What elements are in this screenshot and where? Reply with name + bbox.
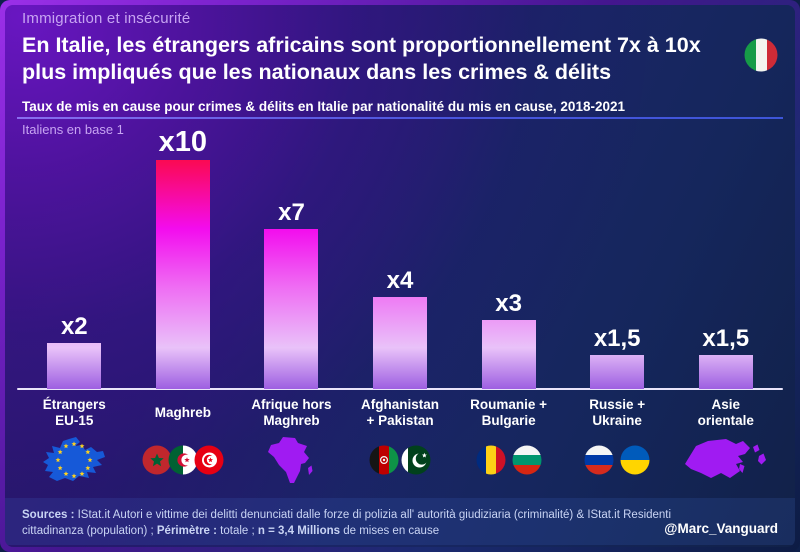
romania-bulgaria-flags-icon <box>476 445 542 480</box>
bar-value-label: x1,5 <box>702 325 750 352</box>
category-labels-row: Étrangers EU-15 Maghreb Afrique hors Maghreb… <box>20 394 780 432</box>
bar-chart: x2 x10 x7 x4 x3 x1,5 x1,5 Étrangers EU-15 Maghre… <box>17 125 783 489</box>
sources-bold-segment: Sources : <box>22 509 78 521</box>
africa-map-icon <box>267 435 315 490</box>
sources-text: Sources : IStat.it Autori e vittime dei … <box>22 507 712 539</box>
category-icon-slot <box>237 435 346 489</box>
sources-segment: de mises en cause <box>340 525 440 537</box>
bar <box>698 355 753 389</box>
category-label: Afrique hors Maghreb <box>251 397 332 428</box>
italy-flag-icon <box>744 38 778 72</box>
bar <box>590 355 645 389</box>
bar-column: x2 <box>20 125 129 389</box>
category-icon-slot <box>563 435 672 489</box>
title-line-1: En Italie, les étrangers africains sont … <box>22 33 701 57</box>
category-label: Asie orientale <box>697 397 754 428</box>
sources-bold-segment: n = 3,4 Millions <box>257 525 341 537</box>
author-credit: @Marc_Vanguard <box>664 521 778 536</box>
x-axis-line <box>17 388 783 390</box>
sources-segment: totale ; <box>220 525 258 537</box>
plot-area: x2 x10 x7 x4 x3 x1,5 x1,5 <box>17 125 783 390</box>
category-icon-slot <box>454 435 563 489</box>
maghreb-flags-icon <box>142 445 224 480</box>
category-label: Maghreb <box>154 405 211 420</box>
category-icon-slot <box>346 435 455 489</box>
afghanistan-pakistan-flags-icon <box>369 445 431 480</box>
title-line-2: plus impliqués que les nationaux dans le… <box>22 60 612 84</box>
bar <box>155 160 210 389</box>
bar <box>264 229 319 389</box>
bar-column: x3 <box>454 125 563 389</box>
bar-column: x7 <box>237 125 346 389</box>
category-label: Russie + Ukraine <box>589 397 646 428</box>
eu-map-icon <box>39 435 109 490</box>
bar-column: x4 <box>346 125 455 389</box>
category-icon-slot <box>20 435 129 489</box>
russia-ukraine-flags-icon <box>584 445 650 480</box>
bar-value-label: x7 <box>278 199 305 226</box>
sources-bold-segment: Périmètre : <box>156 525 221 537</box>
bar <box>47 343 102 389</box>
category-label: Étrangers EU-15 <box>42 397 106 428</box>
bar-value-label: x10 <box>158 126 208 158</box>
category-icon-slot <box>129 435 238 489</box>
page-title: En Italie, les étrangers africains sont … <box>22 32 732 86</box>
bar-column: x10 <box>129 125 238 389</box>
footer-band <box>5 498 795 545</box>
bar-value-label: x3 <box>495 290 522 317</box>
bar-value-label: x2 <box>60 313 88 340</box>
divider-line <box>17 117 783 119</box>
category-label: Roumanie + Bulgarie <box>470 397 548 428</box>
infographic-panel: Immigration et insécurité En Italie, les… <box>5 5 795 547</box>
baseline-note: Italiens en base 1 <box>22 122 124 137</box>
kicker-label: Immigration et insécurité <box>22 10 191 27</box>
bar <box>373 297 428 389</box>
bar-column: x1,5 <box>563 125 672 389</box>
east-asia-map-icon <box>680 435 772 490</box>
category-label: Afghanistan + Pakistan <box>361 397 440 428</box>
bar-value-label: x1,5 <box>593 325 641 352</box>
bar-value-label: x4 <box>386 267 414 294</box>
chart-subtitle: Taux de mis en cause pour crimes & délit… <box>22 99 625 114</box>
bar-column: x1,5 <box>671 125 780 389</box>
sources-segment: IStat.it Autori e vittime dei delitti de… <box>22 509 672 537</box>
category-icons-row <box>20 435 780 489</box>
category-icon-slot <box>671 435 780 489</box>
bar <box>481 320 536 389</box>
